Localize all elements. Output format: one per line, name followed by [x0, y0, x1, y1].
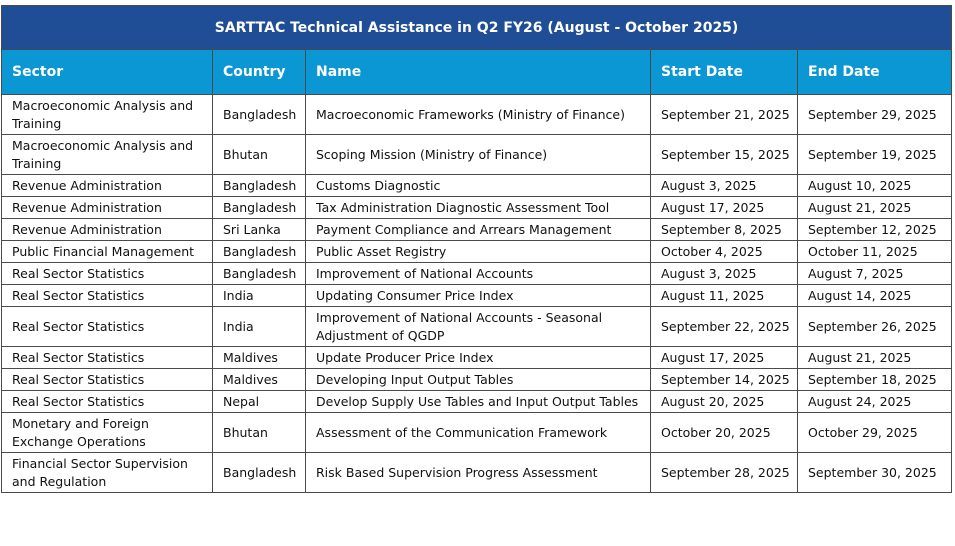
table-cell: September 21, 2025 [650, 94, 798, 135]
table-cell: Customs Diagnostic [305, 174, 651, 197]
table-cell: Improvement of National Accounts - Seaso… [305, 306, 651, 347]
table-cell: Financial Sector Supervision and Regulat… [1, 452, 213, 493]
table-cell: Maldives [212, 368, 306, 391]
table-cell: August 17, 2025 [650, 196, 798, 219]
table-cell: Sri Lanka [212, 218, 306, 241]
table-row: Macroeconomic Analysis and Training Bhuta… [1, 134, 953, 175]
table-cell: August 20, 2025 [650, 390, 798, 413]
table-cell: October 4, 2025 [650, 240, 798, 263]
table-cell: September 14, 2025 [650, 368, 798, 391]
table-cell: August 21, 2025 [796, 196, 953, 219]
table-cell: Macroeconomic Analysis and Training [1, 94, 213, 135]
table-title: SARTTAC Technical Assistance in Q2 FY26 … [0, 5, 953, 50]
table-cell: August 17, 2025 [650, 346, 798, 369]
table-cell: Macroeconomic Frameworks (Ministry of Fi… [305, 94, 651, 135]
table-cell: Improvement of National Accounts [305, 262, 651, 285]
table-cell: October 29, 2025 [796, 412, 953, 453]
table-cell: Bhutan [212, 134, 306, 175]
table-cell: Real Sector Statistics [1, 284, 213, 307]
table-cell: August 10, 2025 [796, 174, 953, 197]
table-cell: Payment Compliance and Arrears Managemen… [305, 218, 651, 241]
table-cell: September 15, 2025 [650, 134, 798, 175]
table-row: Revenue Administration Bangladesh Tax Admi… [1, 196, 953, 219]
table-body: Macroeconomic Analysis and Training Bangl… [1, 94, 953, 493]
table-cell: Developing Input Output Tables [305, 368, 651, 391]
table-cell: Real Sector Statistics [1, 262, 213, 285]
table-cell: September 12, 2025 [796, 218, 953, 241]
table-cell: India [212, 306, 306, 347]
table-row: Real Sector Statistics Maldives Developing… [1, 368, 953, 391]
table-cell: Maldives [212, 346, 306, 369]
table-cell: October 11, 2025 [796, 240, 953, 263]
table-cell: Monetary and Foreign Exchange Operations [1, 412, 213, 453]
table-row: Real Sector Statistics India Updating Cons… [1, 284, 953, 307]
table-cell: August 14, 2025 [796, 284, 953, 307]
table-cell: Bangladesh [212, 452, 306, 493]
table-cell: Bangladesh [212, 262, 306, 285]
table-row: Macroeconomic Analysis and Training Bangl… [1, 94, 953, 135]
table-cell: September 29, 2025 [796, 94, 953, 135]
table-cell: Macroeconomic Analysis and Training [1, 134, 213, 175]
table-cell: Nepal [212, 390, 306, 413]
assistance-table: SARTTAC Technical Assistance in Q2 FY26 … [0, 5, 953, 493]
table-cell: Bangladesh [212, 196, 306, 219]
table-cell: Public Asset Registry [305, 240, 651, 263]
table-cell: Revenue Administration [1, 218, 213, 241]
table-cell: Bangladesh [212, 174, 306, 197]
table-cell: September 30, 2025 [796, 452, 953, 493]
table-cell: Tax Administration Diagnostic Assessment… [305, 196, 651, 219]
table-cell: August 3, 2025 [650, 262, 798, 285]
table-row: Financial Sector Supervision and Regulat… [1, 452, 953, 493]
table-row: Real Sector Statistics India Improvement o… [1, 306, 953, 347]
table-row: Real Sector Statistics Nepal Develop Suppl… [1, 390, 953, 413]
table-cell: Bangladesh [212, 94, 306, 135]
table-cell: September 26, 2025 [796, 306, 953, 347]
table-cell: August 11, 2025 [650, 284, 798, 307]
table-cell: September 19, 2025 [796, 134, 953, 175]
table-cell: Real Sector Statistics [1, 306, 213, 347]
table-cell: Develop Supply Use Tables and Input Outp… [305, 390, 651, 413]
table-cell: August 21, 2025 [796, 346, 953, 369]
table-cell: Updating Consumer Price Index [305, 284, 651, 307]
table-cell: Real Sector Statistics [1, 368, 213, 391]
table-cell: August 3, 2025 [650, 174, 798, 197]
column-header: Start Date [650, 49, 798, 95]
table-cell: Assessment of the Communication Framewor… [305, 412, 651, 453]
table-cell: September 22, 2025 [650, 306, 798, 347]
header-row: Sector Country Name Start Date End Date [1, 49, 953, 95]
table-row: Revenue Administration Sri Lanka Payment C… [1, 218, 953, 241]
column-header: Country [212, 49, 306, 95]
table-cell: Real Sector Statistics [1, 346, 213, 369]
table-cell: September 8, 2025 [650, 218, 798, 241]
table-cell: Risk Based Supervision Progress Assessme… [305, 452, 651, 493]
table-cell: Update Producer Price Index [305, 346, 651, 369]
table-cell: Bangladesh [212, 240, 306, 263]
column-header: End Date [796, 49, 953, 95]
table-row: Real Sector Statistics Bangladesh Improvem… [1, 262, 953, 285]
table-cell: Public Financial Management [1, 240, 213, 263]
table-cell: October 20, 2025 [650, 412, 798, 453]
table-cell: Scoping Mission (Ministry of Finance) [305, 134, 651, 175]
table-cell: Bhutan [212, 412, 306, 453]
table-cell: August 24, 2025 [796, 390, 953, 413]
table-cell: Real Sector Statistics [1, 390, 213, 413]
table-row: Monetary and Foreign Exchange Operations… [1, 412, 953, 453]
column-header: Name [305, 49, 651, 95]
table-cell: Revenue Administration [1, 196, 213, 219]
table-cell: August 7, 2025 [796, 262, 953, 285]
column-header: Sector [1, 49, 213, 95]
table-row: Public Financial Management Bangladesh Pub… [1, 240, 953, 263]
table-cell: Revenue Administration [1, 174, 213, 197]
table-cell: September 28, 2025 [650, 452, 798, 493]
table-cell: India [212, 284, 306, 307]
table-row: Revenue Administration Bangladesh Customs … [1, 174, 953, 197]
table-cell: September 18, 2025 [796, 368, 953, 391]
table-row: Real Sector Statistics Maldives Update Pro… [1, 346, 953, 369]
